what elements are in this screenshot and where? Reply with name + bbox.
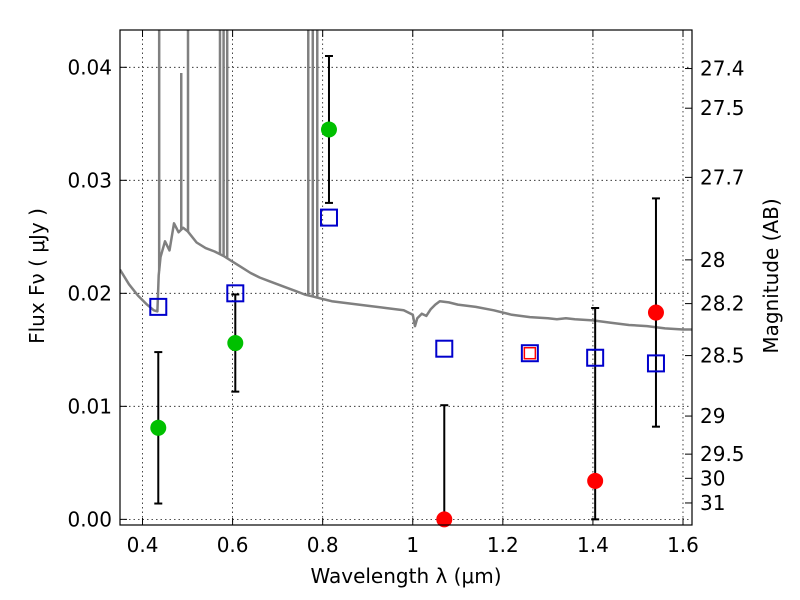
right-tick-label: 29.5 — [700, 442, 745, 466]
y-tick-label: 0.03 — [67, 168, 112, 192]
right-tick-label: 29 — [700, 404, 725, 428]
data-point-circle — [227, 335, 244, 352]
y-tick-label: 0.01 — [67, 394, 112, 418]
y-tick-label: 0.02 — [67, 281, 112, 305]
x-tick-label: 0.4 — [127, 533, 159, 557]
grid-lines — [120, 30, 692, 525]
right-tick-label: 31 — [700, 491, 725, 515]
right-tick-label: 28.2 — [700, 292, 745, 316]
x-tick-label: 1 — [406, 533, 419, 557]
x-tick-label: 0.8 — [307, 533, 339, 557]
right-tick-label: 27.4 — [700, 57, 745, 81]
data-points — [149, 54, 665, 528]
model-point-square — [435, 339, 454, 358]
model-point-square — [226, 284, 245, 303]
right-tick-label: 28 — [700, 248, 725, 272]
y-tick-label: 0.00 — [67, 507, 112, 531]
right-tick-label: 27.7 — [700, 165, 745, 189]
x-axis: 0.4 0.6 0.8 1 1.2 1.4 1.6 — [127, 30, 699, 557]
right-tick-label: 28.5 — [700, 344, 745, 368]
x-tick-label: 1.2 — [487, 533, 519, 557]
x-tick-label: 0.6 — [217, 533, 249, 557]
data-point-circle — [647, 304, 664, 321]
y-axis-left: 0.00 0.01 0.02 0.03 0.04 — [67, 55, 127, 531]
model-point-square — [646, 354, 665, 373]
data-point-circle — [150, 419, 167, 436]
model-point-square-small — [523, 346, 537, 360]
y-tick-label: 0.04 — [67, 55, 112, 79]
x-axis-label: Wavelength λ (μm) — [310, 564, 501, 588]
y-axis-right-label: Magnitude (AB) — [759, 198, 783, 353]
model-point-square — [586, 348, 605, 367]
model-point-square — [149, 297, 168, 316]
right-tick-label: 30 — [700, 466, 725, 490]
data-point-circle — [587, 472, 604, 489]
model-spectrum — [120, 30, 692, 331]
model-spectrum-line — [120, 222, 692, 331]
model-point-square — [319, 208, 338, 227]
right-tick-label: 27.5 — [700, 96, 745, 120]
data-point-circle — [436, 511, 453, 528]
model-point-square — [520, 344, 539, 363]
plot-frame — [119, 29, 693, 526]
x-tick-label: 1.6 — [667, 533, 699, 557]
data-point-circle — [320, 121, 337, 138]
x-tick-label: 1.4 — [577, 533, 609, 557]
y-axis-label: Flux Fν ( μJy ) — [25, 208, 49, 344]
